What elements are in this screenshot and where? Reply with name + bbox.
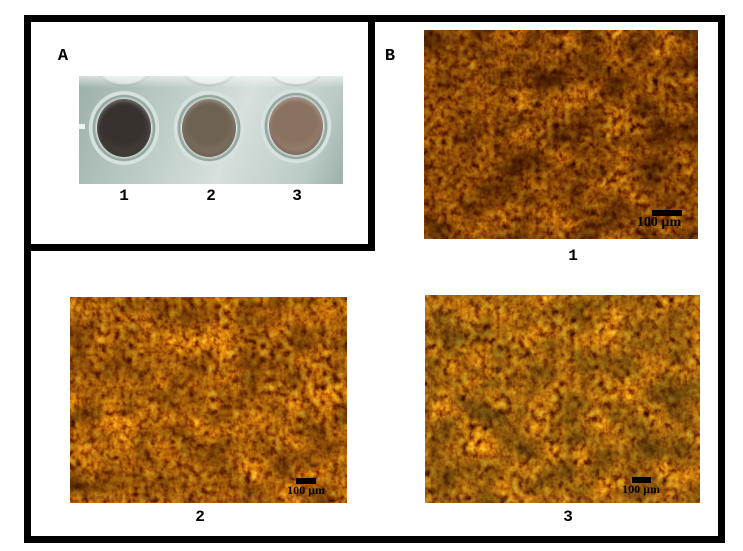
well-plate-photo [79, 76, 343, 184]
well-3 [259, 87, 333, 165]
well-1-content [97, 99, 151, 157]
scale-bar-3-label: 100 µm [622, 482, 660, 497]
well-3-content [269, 97, 323, 155]
micrograph-3: 100 µm [425, 295, 700, 503]
well-2-content [182, 99, 236, 157]
well-label-2: 2 [206, 187, 216, 205]
well-label-1: 1 [119, 187, 129, 205]
well-1 [87, 89, 161, 167]
micrograph-3-image [425, 295, 700, 503]
micrograph-1: 100 µm [424, 30, 698, 239]
micrograph-2-image [70, 297, 347, 503]
panel-a-label: A [57, 47, 69, 66]
scale-bar-2-label: 100 µm [287, 483, 325, 498]
micrograph-label-3: 3 [563, 508, 573, 526]
panel-b-label: B [384, 47, 396, 66]
scale-bar-3-line [631, 477, 651, 484]
scale-bar-2-line [296, 478, 317, 485]
scale-bar-1: 100 µm [636, 210, 682, 231]
scale-bar-1-line [652, 210, 682, 217]
scale-bar-1-label: 100 µm [636, 215, 682, 231]
micrograph-label-2: 2 [195, 508, 205, 526]
well-label-3: 3 [292, 187, 302, 205]
photo-highlight [79, 124, 85, 129]
micrograph-label-1: 1 [568, 247, 578, 265]
scale-bar-3: 100 µm [622, 477, 660, 496]
micrograph-2: 100 µm [70, 297, 347, 503]
well-2 [172, 89, 246, 167]
panel-a-frame [24, 15, 375, 251]
micrograph-1-image [424, 30, 698, 239]
scale-bar-2: 100 µm [287, 478, 325, 497]
